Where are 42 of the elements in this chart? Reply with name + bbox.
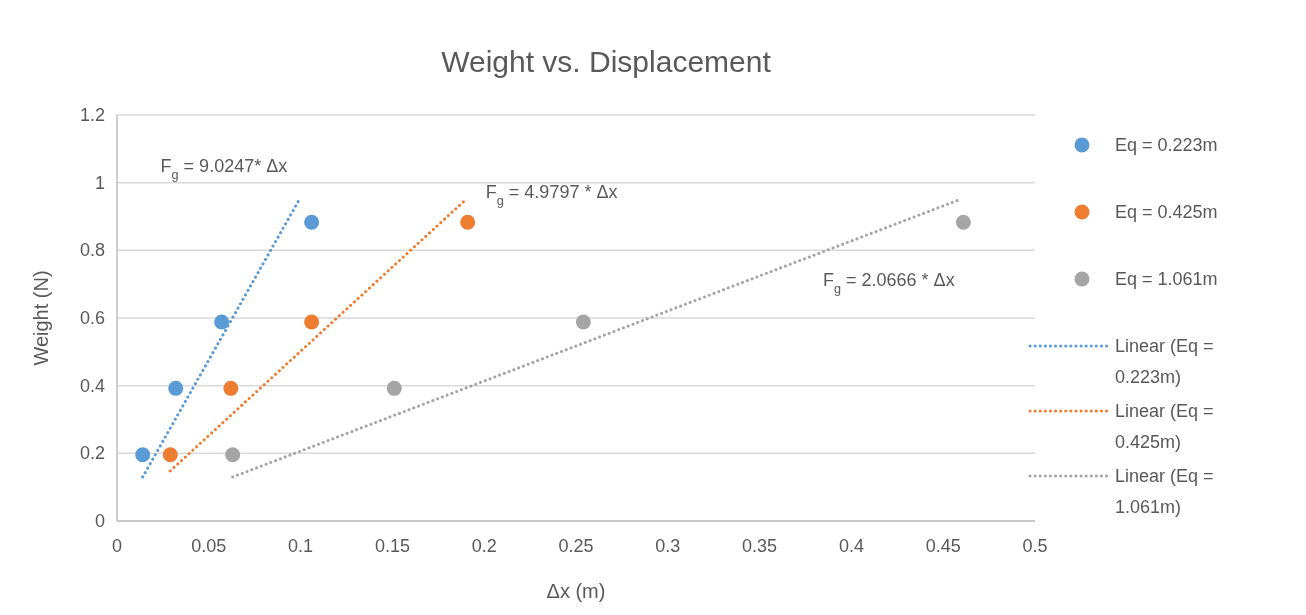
- x-tick-label: 0.15: [374, 536, 410, 556]
- point: [223, 380, 239, 396]
- point: [304, 214, 320, 230]
- point: [575, 314, 591, 330]
- point: [304, 314, 320, 330]
- y-tick-label: 0.8: [79, 240, 105, 261]
- x-tick-label: 0: [111, 536, 123, 556]
- y-axis-title: Weight (N): [30, 270, 52, 366]
- legend-label: Eq = 1.061m: [1115, 269, 1218, 289]
- x-tick-label: 0.1: [288, 536, 314, 556]
- chart-title: Weight vs. Displacement: [441, 45, 772, 78]
- annotation: F$_{g}$ = 9.0247* Δx: [160, 156, 288, 183]
- x-tick-label: 0.35: [742, 536, 778, 556]
- annotation: F$_{g}$ = 4.9797 * Δx: [485, 181, 618, 208]
- x-tick-label: 0.4: [838, 536, 864, 556]
- y-tick-label: 1.2: [79, 105, 105, 125]
- point: [135, 447, 151, 463]
- x-tick-label: 0.3: [655, 536, 681, 556]
- point: [386, 380, 402, 396]
- point: [955, 214, 971, 230]
- x-tick-label: 0.5: [1022, 536, 1048, 556]
- annotation: F$_{g}$ = 2.0666 * Δx: [823, 269, 955, 296]
- y-tick-label: 1: [94, 172, 105, 193]
- x-tick-label: 0.25: [558, 536, 594, 556]
- point: [168, 380, 184, 396]
- x-tick-label: 0.05: [191, 536, 227, 556]
- point: [225, 447, 241, 463]
- legend-label: Linear (Eq = 0.425m): [1115, 401, 1214, 452]
- y-tick-label: 0.2: [79, 443, 105, 464]
- x-tick-label: 0.2: [471, 536, 497, 556]
- legend-label: Linear (Eq = 0.223m): [1115, 336, 1214, 387]
- point: [460, 214, 476, 230]
- legend-label: Linear (Eq = 1.061m): [1115, 466, 1214, 517]
- x-axis-title: Δx (m): [546, 580, 606, 602]
- point: [214, 314, 230, 330]
- legend-label: Eq = 0.223m: [1115, 135, 1218, 155]
- y-tick-label: 0.6: [79, 308, 105, 328]
- legend-label: Eq = 0.425m: [1115, 202, 1218, 222]
- point: [162, 447, 178, 463]
- x-tick-label: 0.45: [925, 536, 961, 556]
- y-tick-label: 0: [94, 511, 105, 531]
- y-tick-label: 0.4: [79, 375, 105, 396]
